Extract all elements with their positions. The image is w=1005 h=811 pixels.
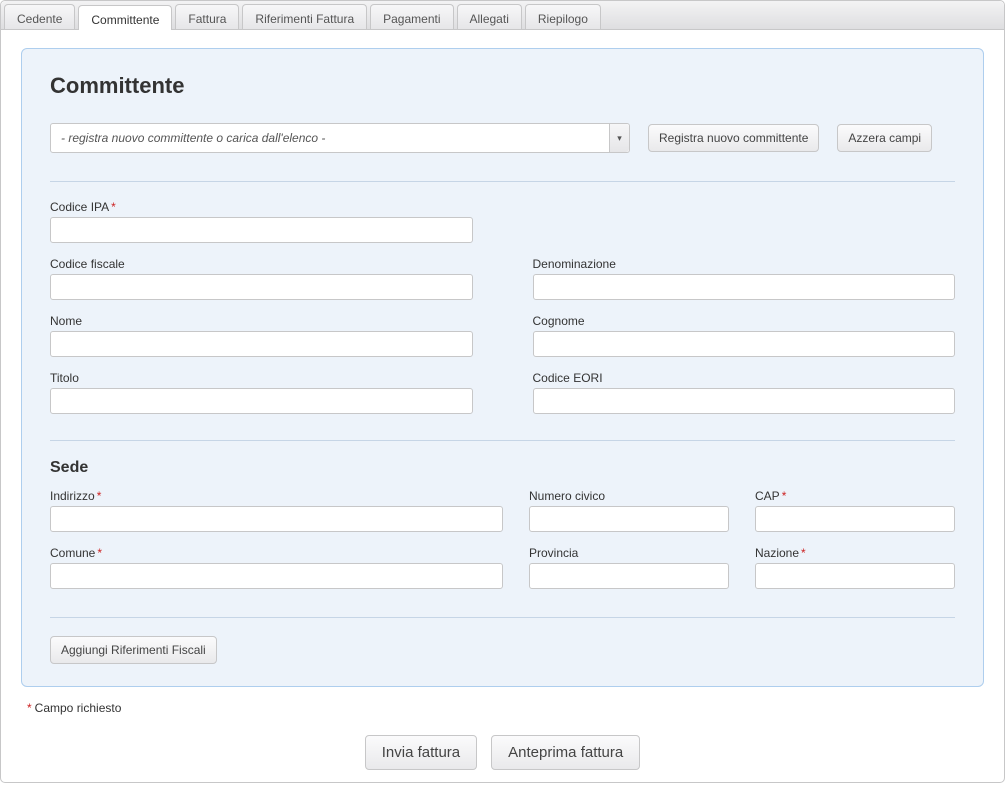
add-fiscal-row: Aggiungi Riferimenti Fiscali — [50, 636, 955, 664]
label-provincia: Provincia — [529, 546, 729, 560]
label-codice-fiscale: Codice fiscale — [50, 257, 473, 271]
app-frame: Cedente Committente Fattura Riferimenti … — [0, 0, 1005, 783]
field-cognome: Cognome — [533, 314, 956, 357]
panel-title: Committente — [50, 73, 955, 99]
input-cognome[interactable] — [533, 331, 956, 357]
content-area: Committente - registra nuovo committente… — [1, 30, 1004, 725]
tab-allegati[interactable]: Allegati — [457, 4, 522, 29]
top-action-row: - registra nuovo committente o carica da… — [50, 123, 955, 153]
label-denominazione: Denominazione — [533, 257, 956, 271]
label-cognome: Cognome — [533, 314, 956, 328]
input-codice-eori[interactable] — [533, 388, 956, 414]
input-titolo[interactable] — [50, 388, 473, 414]
field-numero-civico: Numero civico — [529, 489, 729, 532]
label-cap: CAP* — [755, 489, 955, 503]
label-indirizzo: Indirizzo* — [50, 489, 503, 503]
label-comune: Comune* — [50, 546, 503, 560]
required-footnote: *Campo richiesto — [25, 701, 984, 715]
input-codice-ipa[interactable] — [50, 217, 473, 243]
tabbar: Cedente Committente Fattura Riferimenti … — [1, 1, 1004, 30]
chevron-down-icon[interactable]: ▾ — [609, 124, 629, 152]
main-form-grid: Codice IPA* Codice fiscale Denominazione… — [50, 200, 955, 414]
add-fiscal-refs-button[interactable]: Aggiungi Riferimenti Fiscali — [50, 636, 217, 664]
tab-riepilogo[interactable]: Riepilogo — [525, 4, 601, 29]
field-nome: Nome — [50, 314, 473, 357]
field-codice-eori: Codice EORI — [533, 371, 956, 414]
clear-fields-button[interactable]: Azzera campi — [837, 124, 932, 152]
sede-title: Sede — [50, 459, 955, 477]
input-provincia[interactable] — [529, 563, 729, 589]
input-denominazione[interactable] — [533, 274, 956, 300]
label-titolo: Titolo — [50, 371, 473, 385]
footer-buttons: Invia fattura Anteprima fattura — [1, 725, 1004, 782]
divider-2 — [50, 440, 955, 441]
field-indirizzo: Indirizzo* — [50, 489, 503, 532]
label-nazione: Nazione* — [755, 546, 955, 560]
send-invoice-button[interactable]: Invia fattura — [365, 735, 477, 770]
divider-3 — [50, 617, 955, 618]
tab-cedente[interactable]: Cedente — [4, 4, 75, 29]
sede-grid: Indirizzo* Numero civico CAP* Comune* Pr… — [50, 489, 955, 589]
tab-fattura[interactable]: Fattura — [175, 4, 239, 29]
committente-select-display[interactable]: - registra nuovo committente o carica da… — [50, 123, 630, 153]
field-nazione: Nazione* — [755, 546, 955, 589]
tab-riferimenti-fattura[interactable]: Riferimenti Fattura — [242, 4, 367, 29]
label-numero-civico: Numero civico — [529, 489, 729, 503]
field-codice-fiscale: Codice fiscale — [50, 257, 473, 300]
field-denominazione: Denominazione — [533, 257, 956, 300]
field-titolo: Titolo — [50, 371, 473, 414]
field-comune: Comune* — [50, 546, 503, 589]
divider-1 — [50, 181, 955, 182]
input-nazione[interactable] — [755, 563, 955, 589]
register-new-button[interactable]: Registra nuovo committente — [648, 124, 819, 152]
input-numero-civico[interactable] — [529, 506, 729, 532]
spacer — [533, 200, 956, 243]
input-cap[interactable] — [755, 506, 955, 532]
committente-panel: Committente - registra nuovo committente… — [21, 48, 984, 687]
tab-pagamenti[interactable]: Pagamenti — [370, 4, 453, 29]
preview-invoice-button[interactable]: Anteprima fattura — [491, 735, 640, 770]
tab-committente[interactable]: Committente — [78, 5, 172, 30]
label-codice-ipa: Codice IPA* — [50, 200, 473, 214]
input-codice-fiscale[interactable] — [50, 274, 473, 300]
field-cap: CAP* — [755, 489, 955, 532]
field-provincia: Provincia — [529, 546, 729, 589]
committente-select[interactable]: - registra nuovo committente o carica da… — [50, 123, 630, 153]
field-codice-ipa: Codice IPA* — [50, 200, 473, 243]
label-nome: Nome — [50, 314, 473, 328]
input-indirizzo[interactable] — [50, 506, 503, 532]
label-codice-eori: Codice EORI — [533, 371, 956, 385]
input-nome[interactable] — [50, 331, 473, 357]
input-comune[interactable] — [50, 563, 503, 589]
